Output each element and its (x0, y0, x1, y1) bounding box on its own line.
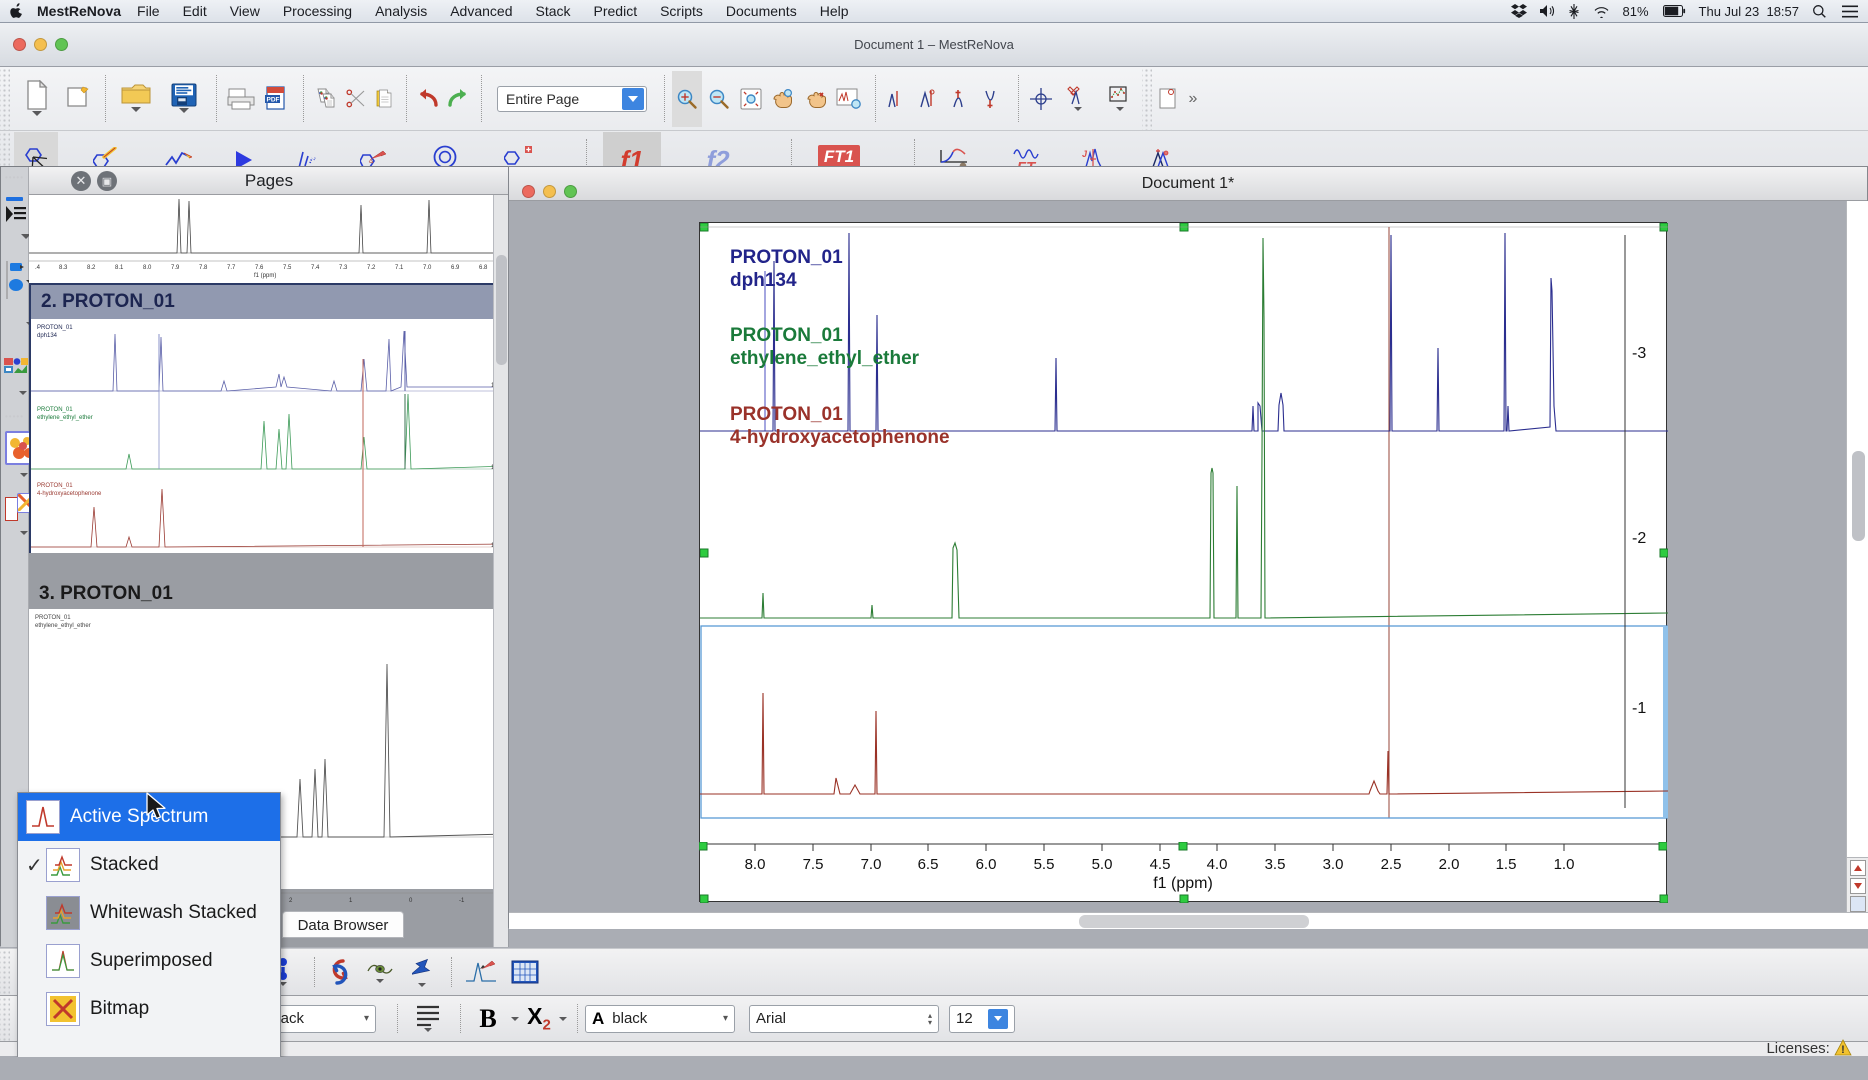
svg-text:3.5: 3.5 (1265, 856, 1286, 873)
svg-text:4.5: 4.5 (1150, 856, 1171, 873)
svg-text:PROTON_01: PROTON_01 (37, 325, 73, 331)
svg-text:-1: -1 (459, 898, 465, 904)
svg-text:PROTON_01: PROTON_01 (730, 247, 843, 268)
svg-text:7.6: 7.6 (255, 265, 264, 271)
svg-text:ethylene_ethyl_ether: ethylene_ethyl_ether (730, 348, 920, 369)
svg-text:J: J (1082, 149, 1088, 159)
svg-text:6.5: 6.5 (918, 856, 939, 873)
svg-text:0: 0 (409, 898, 413, 904)
svg-text:7.8: 7.8 (199, 265, 208, 271)
svg-text:-2: -2 (1632, 530, 1646, 547)
svg-text:4.0: 4.0 (1207, 856, 1228, 873)
svg-text:4-hydroxyacetophenone: 4-hydroxyacetophenone (37, 491, 102, 497)
svg-text:-1: -1 (1632, 700, 1646, 717)
svg-text:1.0: 1.0 (1554, 856, 1575, 873)
svg-text:7.0: 7.0 (861, 856, 882, 873)
svg-text:PROTON_01: PROTON_01 (730, 404, 843, 425)
svg-text:2.5: 2.5 (1381, 856, 1402, 873)
svg-text:8.0: 8.0 (143, 265, 152, 271)
svg-text:8.0: 8.0 (745, 856, 766, 873)
svg-text:PROTON_01: PROTON_01 (37, 407, 73, 413)
svg-text:1.5: 1.5 (1496, 856, 1517, 873)
svg-text:7.3: 7.3 (339, 265, 348, 271)
svg-text:7.1: 7.1 (395, 265, 404, 271)
svg-text:7.0: 7.0 (423, 265, 432, 271)
svg-text:7.4: 7.4 (311, 265, 320, 271)
svg-text:7.2: 7.2 (367, 265, 376, 271)
svg-text:PROTON_01: PROTON_01 (35, 615, 71, 621)
svg-text:ethylene_ethyl_ether: ethylene_ethyl_ether (37, 415, 93, 421)
svg-text:dph134: dph134 (730, 270, 797, 291)
svg-text:8.2: 8.2 (87, 265, 96, 271)
svg-text:6.0: 6.0 (976, 856, 997, 873)
svg-text:1: 1 (349, 898, 353, 904)
svg-text:!: ! (1841, 1044, 1845, 1056)
svg-text:4-hydroxyacetophenone: 4-hydroxyacetophenone (730, 427, 950, 448)
svg-text:7.9: 7.9 (171, 265, 180, 271)
svg-text:6.8: 6.8 (479, 265, 488, 271)
svg-text:.4: .4 (35, 265, 41, 271)
svg-text:8.3: 8.3 (59, 265, 68, 271)
svg-text:2: 2 (289, 898, 293, 904)
svg-text:8.1: 8.1 (115, 265, 124, 271)
svg-text:7.7: 7.7 (227, 265, 236, 271)
svg-text:6.9: 6.9 (451, 265, 460, 271)
svg-text:PROTON_01: PROTON_01 (730, 325, 843, 346)
svg-text:2.0: 2.0 (1439, 856, 1460, 873)
svg-text:dph134: dph134 (37, 333, 58, 339)
svg-text:ethylene_ethyl_ether: ethylene_ethyl_ether (35, 623, 91, 629)
svg-text:PDF: PDF (267, 96, 280, 103)
svg-text:5.5: 5.5 (1034, 856, 1055, 873)
svg-text:7.5: 7.5 (803, 856, 824, 873)
svg-text:PROTON_01: PROTON_01 (37, 483, 73, 489)
svg-text:7.5: 7.5 (283, 265, 292, 271)
svg-text:f1 (ppm): f1 (ppm) (254, 273, 276, 279)
svg-text:-3: -3 (1632, 345, 1646, 362)
svg-text:f1 (ppm): f1 (ppm) (1153, 875, 1213, 892)
svg-text:5.0: 5.0 (1092, 856, 1113, 873)
svg-text:3.0: 3.0 (1323, 856, 1344, 873)
